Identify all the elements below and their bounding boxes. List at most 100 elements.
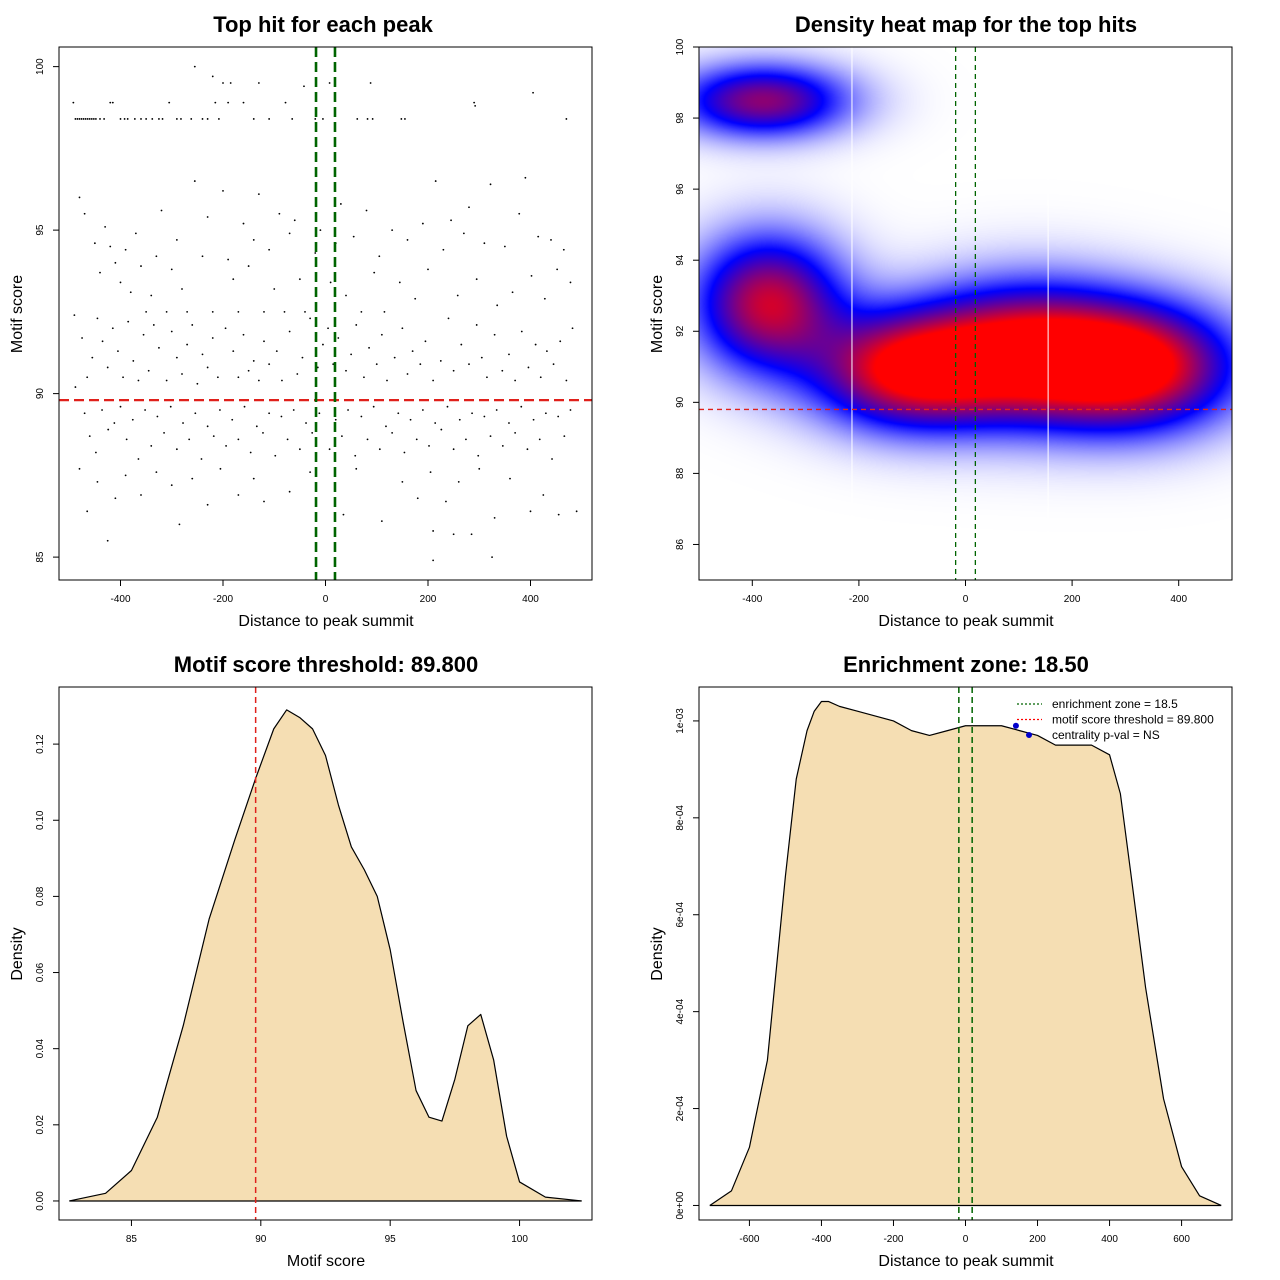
- scatter-point: [480, 356, 483, 359]
- scatter-point: [397, 412, 400, 415]
- scatter-point: [231, 418, 234, 421]
- scatter-point: [257, 193, 260, 196]
- density-curve: [709, 700, 1222, 1207]
- scatter-point: [131, 418, 134, 421]
- scatter-point: [222, 189, 224, 192]
- scatter-point: [252, 239, 255, 241]
- scatter-point: [452, 369, 455, 372]
- scatter-axes: -400 -200 0 200 400 85 90 95 100: [35, 58, 539, 605]
- scatter-point: [196, 382, 199, 385]
- scatter-point: [532, 91, 534, 94]
- scatter-point: [534, 343, 537, 346]
- y-tick-label: 88: [675, 467, 686, 479]
- scatter-point: [360, 415, 363, 418]
- y-tick-label: 2e-04: [675, 1095, 686, 1121]
- scatter-point: [355, 467, 358, 470]
- scatter-point: [401, 327, 404, 330]
- distance-density-title: Enrichment zone: 18.50: [843, 652, 1089, 677]
- scatter-point: [280, 415, 283, 418]
- scatter-point: [514, 431, 517, 434]
- scatter-point: [229, 82, 232, 84]
- scatter-point: [114, 497, 117, 500]
- scatter-point: [329, 281, 332, 284]
- scatter-point: [322, 343, 324, 346]
- scatter-point: [434, 180, 437, 182]
- scatter-point: [404, 118, 406, 120]
- scatter-point: [339, 203, 342, 205]
- x-tick-label: -600: [739, 1234, 759, 1245]
- scatter-point: [470, 533, 473, 536]
- scatter-point: [206, 118, 209, 120]
- scatter-point: [232, 278, 235, 281]
- scatter-point: [268, 118, 271, 120]
- scatter-point: [160, 209, 163, 212]
- x-tick-label: 200: [1064, 594, 1081, 605]
- scatter-point: [432, 530, 435, 532]
- scatter-point: [298, 278, 301, 281]
- scatter-point: [101, 340, 104, 343]
- scatter-point: [350, 353, 353, 356]
- x-tick-label: 200: [420, 594, 437, 605]
- scatter-point: [565, 379, 568, 382]
- scatter-point: [86, 376, 89, 379]
- score-density-y-label: Density: [9, 927, 26, 980]
- y-tick-label: 0.00: [35, 1191, 46, 1211]
- scatter-point: [284, 101, 287, 104]
- scatter-point: [268, 248, 271, 251]
- scatter-point: [432, 559, 435, 562]
- scatter-point: [78, 196, 81, 199]
- scatter-point: [411, 350, 414, 353]
- y-tick-label: 100: [35, 58, 46, 75]
- scatter-point: [334, 418, 337, 421]
- scatter-point: [406, 373, 409, 375]
- scatter-point: [475, 324, 478, 326]
- scatter-point: [219, 409, 221, 411]
- scatter-point: [538, 438, 541, 441]
- scatter-point: [119, 118, 122, 120]
- scatter-point: [304, 310, 306, 313]
- scatter-point: [211, 310, 214, 313]
- scatter-point: [539, 376, 542, 379]
- scatter-point: [222, 82, 224, 84]
- scatter-point: [275, 350, 278, 353]
- score-density-title: Motif score threshold: 89.800: [174, 652, 478, 677]
- x-tick-label: -200: [883, 1234, 903, 1245]
- score-density-plot-area: [69, 687, 582, 1220]
- scatter-point: [200, 458, 203, 460]
- scatter-point: [137, 379, 140, 382]
- scatter-point: [82, 118, 85, 120]
- scatter-point: [186, 343, 189, 346]
- scatter-point: [575, 510, 578, 513]
- scatter-point: [106, 539, 109, 542]
- scatter-point: [117, 350, 119, 353]
- scatter-point: [559, 340, 562, 343]
- x-tick-label: 400: [1101, 1234, 1118, 1245]
- scatter-point: [293, 219, 296, 222]
- scatter-point: [78, 118, 81, 120]
- scatter-point: [318, 412, 321, 415]
- scatter-point: [365, 209, 368, 212]
- scatter-point: [471, 412, 473, 415]
- scatter-point: [342, 513, 345, 516]
- scatter-point: [80, 118, 83, 120]
- density-fill: [69, 709, 582, 1201]
- legend-marker: [1026, 732, 1032, 738]
- scatter-point: [298, 448, 301, 451]
- scatter-point: [109, 245, 112, 248]
- scatter-point: [145, 310, 148, 313]
- scatter-point: [96, 317, 99, 320]
- scatter-point: [163, 431, 165, 434]
- scatter-point: [194, 412, 197, 415]
- scatter-point: [144, 409, 147, 411]
- y-tick-label: 6e-04: [675, 902, 686, 928]
- y-tick-label: 1e-03: [675, 708, 686, 734]
- scatter-point: [137, 458, 140, 460]
- heatmap-y-label: Motif score: [649, 275, 666, 353]
- scatter-point: [150, 445, 153, 447]
- scatter-point: [537, 235, 540, 238]
- scatter-point: [445, 500, 447, 503]
- scatter-point: [569, 409, 572, 411]
- scatter-point: [286, 438, 289, 441]
- scatter-title: Top hit for each peak: [213, 12, 433, 37]
- scatter-point: [400, 118, 403, 120]
